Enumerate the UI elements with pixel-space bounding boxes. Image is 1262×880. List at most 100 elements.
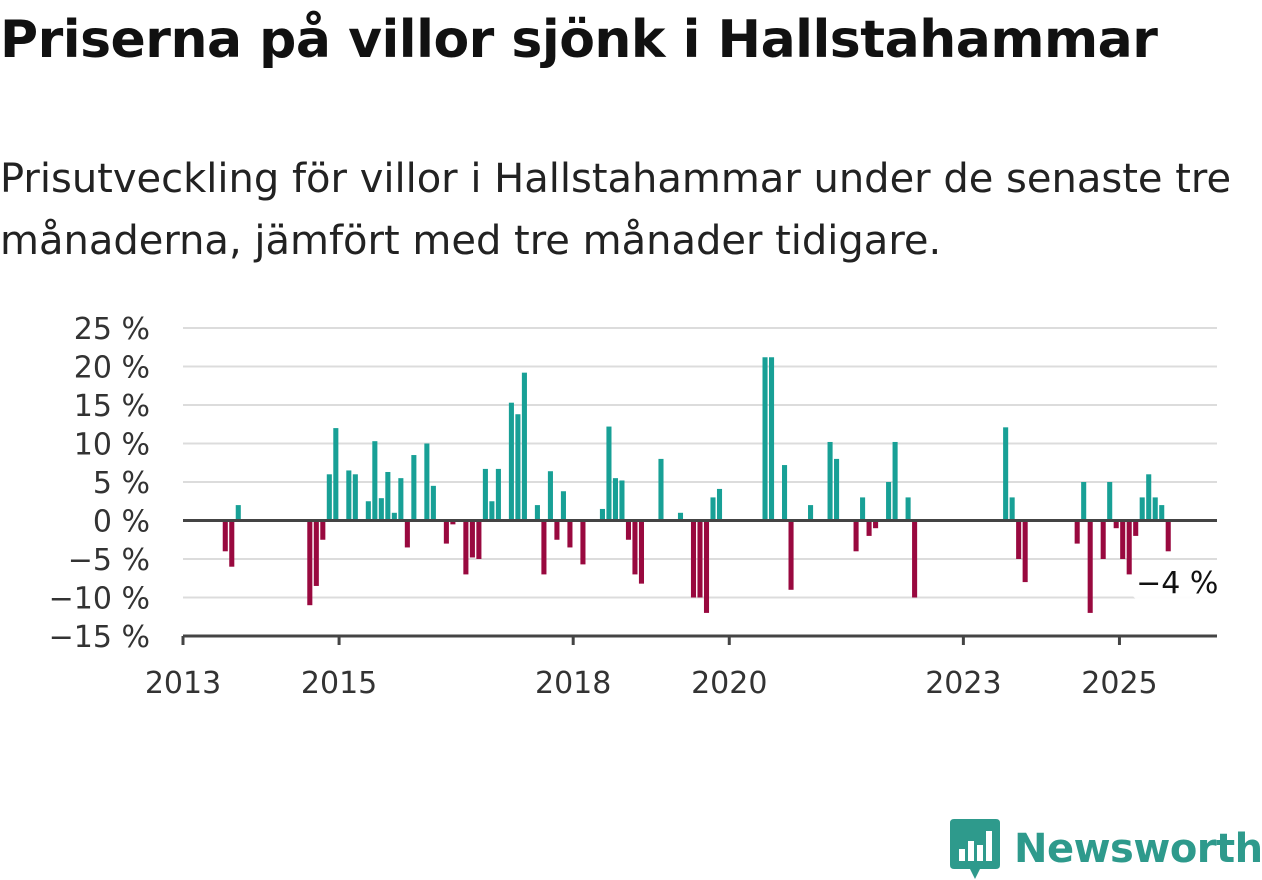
bar (333, 428, 339, 521)
bar (326, 474, 332, 521)
bar (1016, 520, 1022, 559)
bar-chart: 25 % 20 %15 % 10 %5 % 0 %−5 % −10 %−15 % 201… (49, 312, 1223, 700)
bar (658, 458, 664, 521)
x-axis-tick-labels: 2013 2015 2018 2020 2023 2025 (145, 666, 1158, 700)
bar (515, 414, 521, 521)
bar (892, 441, 898, 521)
bar (580, 520, 586, 565)
x-tick-label: 2023 (925, 666, 1001, 700)
bar (313, 520, 319, 586)
bar (378, 498, 384, 521)
bar (1100, 520, 1106, 559)
bar (632, 520, 638, 575)
y-tick-label: 25 % (74, 312, 150, 347)
x-tick-label: 2015 (301, 666, 377, 700)
bar (808, 505, 814, 521)
bar (424, 443, 430, 521)
bar (710, 497, 716, 521)
bar (450, 520, 456, 525)
bar (476, 520, 482, 559)
bar (697, 520, 703, 598)
bar (443, 520, 449, 544)
bar (1003, 427, 1009, 521)
annotations: −4 % (1132, 563, 1223, 601)
bar (463, 520, 469, 575)
bar (489, 501, 495, 521)
y-axis-tick-labels: 25 % 20 %15 % 10 %5 % 0 %−5 % −10 %−15 % (49, 312, 150, 655)
bar (716, 488, 723, 521)
bar (834, 458, 840, 521)
bar (534, 505, 540, 521)
bar (1009, 497, 1015, 521)
bar (404, 520, 410, 548)
bar (1113, 520, 1119, 529)
bar (1133, 520, 1139, 536)
bar (866, 520, 872, 536)
bar (1107, 482, 1113, 521)
bar (495, 468, 501, 521)
bar (606, 426, 612, 521)
y-tick-label: 15 % (74, 389, 150, 424)
y-tick-label: 0 % (93, 505, 150, 540)
bars (222, 357, 1171, 613)
bar (385, 471, 391, 521)
bar (372, 441, 378, 521)
bar (638, 520, 645, 584)
bar (853, 520, 859, 552)
bar (508, 402, 514, 521)
y-tick-label: 20 % (74, 351, 150, 386)
bar (912, 520, 918, 598)
x-tick-label: 2013 (145, 666, 221, 700)
x-tick-label: 2025 (1081, 666, 1157, 700)
bar (1074, 520, 1080, 544)
bar (1146, 474, 1152, 521)
bar (905, 497, 911, 521)
x-tick-label: 2018 (535, 666, 611, 700)
bar (411, 455, 417, 521)
bar (567, 520, 573, 548)
bar (1081, 482, 1087, 521)
bar (886, 482, 892, 521)
bar (1087, 520, 1093, 613)
bar (1126, 520, 1132, 575)
bar (346, 470, 352, 521)
bar (619, 480, 625, 521)
y-tick-label: −5 % (68, 543, 150, 578)
bar (541, 520, 547, 575)
bar (222, 520, 228, 552)
bar-chart-badge-icon (950, 819, 1000, 879)
bar (391, 512, 397, 521)
bar (547, 471, 553, 521)
y-tick-label: −15 % (49, 620, 150, 655)
bar (469, 520, 475, 558)
bar (625, 520, 632, 540)
last-value-label-bg (1132, 563, 1223, 600)
bar (398, 478, 404, 521)
bar (788, 520, 794, 590)
bar (873, 520, 879, 529)
bar (320, 520, 326, 540)
bar (1159, 505, 1165, 521)
bar (690, 520, 697, 598)
bar (554, 520, 560, 540)
axes (181, 519, 1217, 645)
bar (1022, 520, 1028, 583)
y-tick-label: −10 % (49, 582, 150, 617)
bar (768, 357, 775, 521)
brand-logo: Newsworthy (950, 818, 1262, 880)
bar (1152, 497, 1158, 521)
bar (1120, 520, 1126, 559)
last-value-label: −4 % (1136, 566, 1218, 601)
bar (352, 474, 358, 521)
bar (235, 505, 241, 521)
bar (560, 491, 566, 521)
bar (1139, 497, 1145, 521)
bar (762, 357, 768, 521)
y-tick-label: 10 % (74, 428, 150, 463)
bar (703, 520, 710, 613)
bar (521, 372, 527, 521)
chart-title: Priserna på villor sjönk i Hallstahammar (0, 10, 1158, 70)
bar (677, 512, 684, 521)
bar (482, 468, 488, 521)
bar (599, 508, 605, 521)
